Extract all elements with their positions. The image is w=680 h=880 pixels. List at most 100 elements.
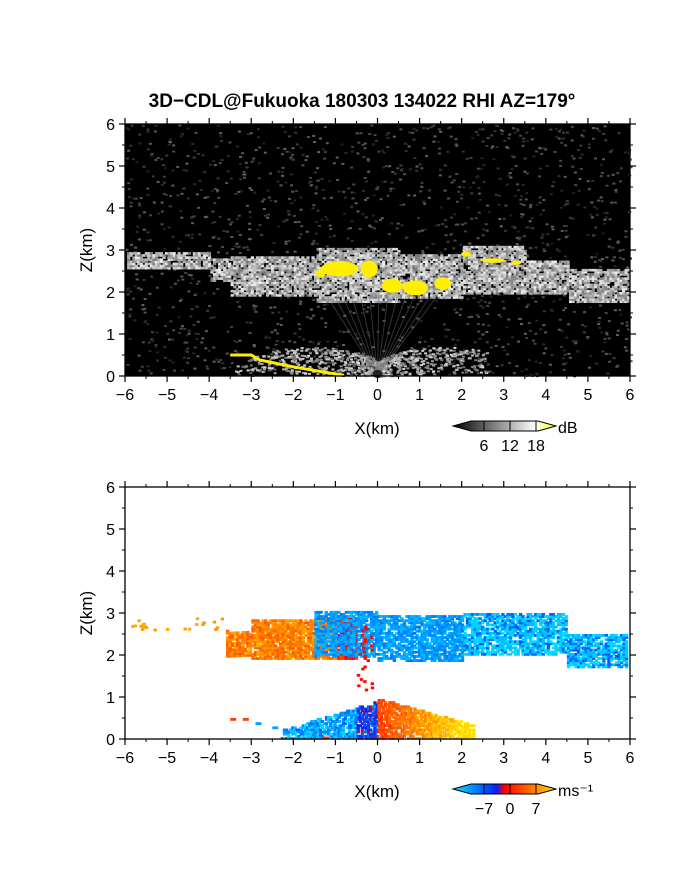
noise-cell [387,233,391,236]
cloud-cell [420,256,424,259]
noise-cell [192,352,196,355]
noise-cell [167,143,171,146]
noise-cell [197,152,201,155]
cloud-cell [379,266,383,270]
cloud-cell [508,292,512,295]
noise-cell [374,220,378,223]
noise-cell [129,144,133,147]
cloud-cell [584,275,588,278]
noise-cell [577,189,581,192]
cloud-cell [488,285,492,289]
cloud-cell [356,247,361,251]
cloud-cell [541,268,545,272]
noise-cell [256,272,260,274]
cloud-cell [526,277,530,280]
noise-cell [590,256,594,259]
cloud-cell [611,275,616,278]
cloud-cell [440,271,444,274]
fan-cell [420,360,424,363]
cloud-cell [258,271,262,274]
cloud-cell [553,268,557,272]
cloud-cell [331,279,335,282]
cloud-cell [551,271,555,274]
noise-cell [485,341,489,344]
cloud-cell [157,262,161,266]
cloud-cell [387,300,391,303]
cloud-cell [619,294,623,297]
cloud-cell [412,273,416,276]
noise-cell [314,192,318,195]
cloud-cell [563,281,568,285]
cloud-cell [415,264,419,268]
cloud-cell [291,294,295,297]
cloud-cell [399,266,403,270]
noise-cell [479,299,483,302]
cloud-cell [566,273,570,276]
noise-cell [451,362,455,365]
cloud-cell [569,275,573,278]
cloud-cell [538,283,542,287]
cloud-cell [508,277,512,280]
cloud-cell [523,252,527,255]
cloud-cell [422,279,426,282]
cloud-cell [462,268,467,272]
cloud-cell [495,277,499,280]
cloud-cell [516,277,520,280]
cloud-cell [218,268,222,272]
noise-cell [325,142,329,145]
cloud-cell [581,271,585,274]
cloud-cell [594,300,598,303]
noise-cell [291,158,295,161]
noise-cell [471,137,475,139]
cloud-cell [460,264,464,268]
cloud-cell [510,279,515,282]
noise-cell [481,128,485,131]
cloud-cell [551,260,555,264]
noise-cell [422,147,426,150]
cloud-cell [341,275,345,278]
noise-cell [281,125,285,128]
cloud-cell [354,275,358,278]
cloud-cell [207,266,212,270]
noise-cell [130,243,134,246]
noise-cell [291,147,295,150]
cloud-cell [425,254,429,257]
noise-cell [510,168,514,171]
cloud-cell [516,273,520,276]
cloud-cell [278,271,282,274]
cloud-cell [331,296,335,299]
cloud-cell [495,256,499,259]
noise-cell [332,162,336,165]
noise-cell [564,361,568,364]
cloud-cell [308,285,313,289]
noise-cell [572,157,576,160]
cloud-cell [321,296,325,299]
cloud-cell [452,271,456,274]
cloud-cell [321,283,325,287]
cloud-cell [316,298,320,301]
cloud-cell [518,285,522,289]
noise-cell [318,341,321,344]
cloud-cell [488,266,492,270]
cloud-cell [250,283,254,287]
cloud-cell [604,285,608,289]
cloud-cell [417,294,421,297]
cloud-cell [321,250,325,253]
cloud-cell [538,287,542,291]
cloud-cell [546,268,550,272]
noise-cell [205,365,209,368]
noise-cell [616,240,620,243]
noise-cell [571,217,575,220]
cloud-cell [397,271,401,274]
cloud-cell [495,292,499,295]
cloud-cell [159,254,164,257]
cloud-cell [233,277,237,280]
cloud-cell [379,279,383,282]
cloud-cell [508,281,512,285]
noise-cell [242,246,246,249]
noise-cell [237,373,241,376]
noise-cell [567,323,571,326]
cloud-cell [240,294,244,297]
cloud-cell [316,247,320,251]
fan-cell [419,364,423,366]
